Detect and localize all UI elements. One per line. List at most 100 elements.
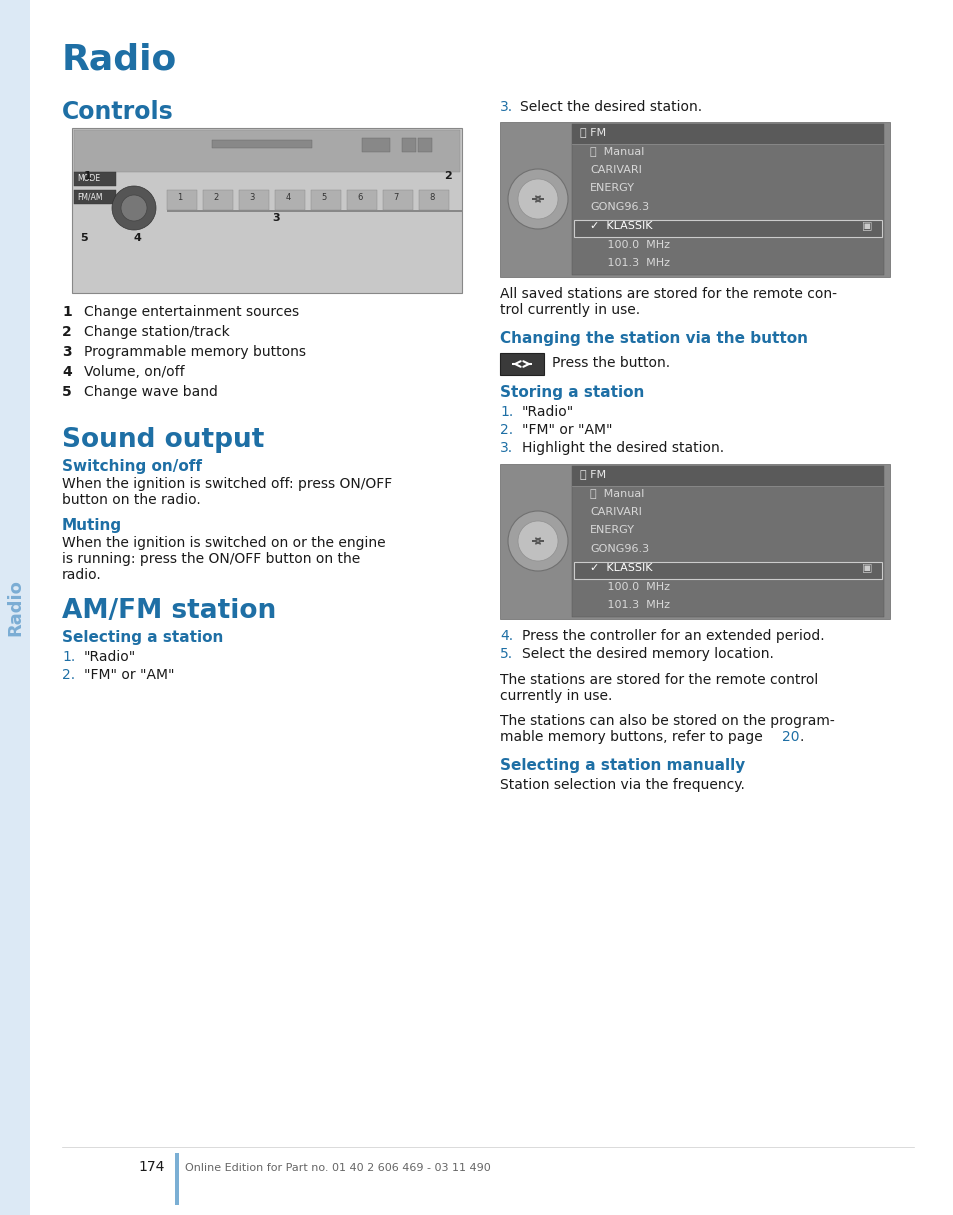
Text: 3: 3 (62, 345, 71, 358)
Text: 4.: 4. (499, 629, 513, 643)
Circle shape (121, 194, 147, 221)
Text: "Radio": "Radio" (84, 650, 136, 665)
Bar (167, 190, 196, 210)
Text: 8: 8 (429, 193, 435, 202)
Bar (417, 139, 432, 152)
Bar (499, 354, 543, 375)
Text: 20: 20 (781, 730, 799, 744)
Text: 3: 3 (272, 213, 279, 224)
Bar (382, 190, 413, 210)
Text: 4: 4 (133, 233, 142, 243)
Text: 1: 1 (62, 305, 71, 320)
Bar (347, 190, 376, 210)
Text: .: . (800, 730, 803, 744)
Text: 5: 5 (321, 193, 326, 202)
Bar (361, 139, 390, 152)
Bar (418, 190, 449, 210)
Text: GONG96.3: GONG96.3 (589, 544, 648, 554)
Text: 2.: 2. (62, 668, 75, 682)
Text: 101.3  MHz: 101.3 MHz (589, 259, 669, 269)
Text: Change station/track: Change station/track (84, 324, 230, 339)
Bar (167, 210, 461, 211)
Circle shape (517, 179, 558, 219)
Text: ⌕ FM: ⌕ FM (579, 469, 605, 479)
Bar (74, 190, 116, 204)
Text: mable memory buttons, refer to page: mable memory buttons, refer to page (499, 730, 766, 744)
Text: Volume, on/off: Volume, on/off (84, 364, 185, 379)
Text: radio.: radio. (62, 567, 102, 582)
Text: ✓  KLASSIK: ✓ KLASSIK (589, 563, 652, 572)
Circle shape (507, 512, 567, 571)
Text: 3.: 3. (499, 441, 513, 454)
Bar (174, 1153, 179, 1205)
Text: 5: 5 (80, 233, 88, 243)
Text: 2: 2 (213, 193, 218, 202)
Text: Press the controller for an extended period.: Press the controller for an extended per… (521, 629, 823, 643)
Circle shape (517, 521, 558, 561)
Text: 3: 3 (249, 193, 254, 202)
Bar (401, 139, 416, 152)
Text: 2: 2 (443, 171, 452, 181)
Text: 3.: 3. (499, 100, 513, 114)
Bar (203, 190, 233, 210)
Text: Selecting a station: Selecting a station (62, 631, 223, 645)
Bar (574, 220, 882, 237)
Text: 5.: 5. (499, 648, 513, 661)
Bar (0, 0, 30, 1215)
Text: ENERGY: ENERGY (589, 183, 635, 193)
Text: Radio: Radio (62, 43, 177, 77)
Text: AM/FM station: AM/FM station (62, 598, 276, 625)
Text: 6: 6 (357, 193, 362, 202)
Text: 1: 1 (84, 171, 91, 181)
Text: Sound output: Sound output (62, 426, 264, 453)
Text: Storing a station: Storing a station (499, 385, 643, 400)
Circle shape (112, 186, 156, 230)
Bar (572, 124, 883, 275)
Text: Programmable memory buttons: Programmable memory buttons (84, 345, 306, 358)
Bar (499, 122, 889, 277)
Text: "FM" or "AM": "FM" or "AM" (84, 668, 174, 682)
Text: ⌕  Manual: ⌕ Manual (589, 146, 643, 156)
Text: "Radio": "Radio" (521, 405, 574, 419)
Text: When the ignition is switched on or the engine: When the ignition is switched on or the … (62, 536, 385, 550)
Text: is running: press the ON/OFF button on the: is running: press the ON/OFF button on t… (62, 552, 360, 566)
Text: When the ignition is switched off: press ON/OFF: When the ignition is switched off: press… (62, 477, 392, 491)
Text: Online Edition for Part no. 01 40 2 606 469 - 03 11 490: Online Edition for Part no. 01 40 2 606 … (185, 1163, 490, 1172)
Text: ⌕ FM: ⌕ FM (579, 128, 605, 137)
Text: FM/AM: FM/AM (77, 192, 102, 200)
Text: MODE: MODE (77, 174, 100, 183)
Text: Changing the station via the button: Changing the station via the button (499, 330, 807, 346)
Text: Muting: Muting (62, 518, 122, 533)
Bar (212, 140, 312, 148)
Text: ✓  KLASSIK: ✓ KLASSIK (589, 221, 652, 231)
Text: ⌕  Manual: ⌕ Manual (589, 488, 643, 498)
Text: Selecting a station manually: Selecting a station manually (499, 758, 744, 773)
Bar (574, 561, 882, 578)
Text: 100.0  MHz: 100.0 MHz (589, 582, 669, 592)
Text: 4: 4 (285, 193, 291, 202)
Text: 5: 5 (62, 385, 71, 399)
Text: The stations are stored for the remote control: The stations are stored for the remote c… (499, 673, 818, 686)
Text: Select the desired station.: Select the desired station. (519, 100, 701, 114)
Text: 1: 1 (177, 193, 182, 202)
Bar (311, 190, 340, 210)
Bar (572, 124, 883, 145)
Text: currently in use.: currently in use. (499, 689, 612, 703)
Text: Select the desired memory location.: Select the desired memory location. (521, 648, 773, 661)
Text: 100.0  MHz: 100.0 MHz (589, 239, 669, 249)
Text: Switching on/off: Switching on/off (62, 459, 202, 474)
Text: Controls: Controls (62, 100, 173, 124)
Text: All saved stations are stored for the remote con-: All saved stations are stored for the re… (499, 287, 836, 301)
Text: ▣: ▣ (862, 563, 872, 572)
Bar (572, 467, 883, 486)
Text: CARIVARI: CARIVARI (589, 507, 641, 516)
Text: 2.: 2. (499, 423, 513, 437)
Text: 101.3  MHz: 101.3 MHz (589, 600, 669, 610)
Bar (499, 464, 889, 618)
Text: "FM" or "AM": "FM" or "AM" (521, 423, 612, 437)
Text: 1.: 1. (62, 650, 75, 665)
Bar (74, 130, 459, 173)
Text: ▣: ▣ (862, 221, 872, 231)
Text: The stations can also be stored on the program-: The stations can also be stored on the p… (499, 714, 834, 728)
Text: 1.: 1. (499, 405, 513, 419)
